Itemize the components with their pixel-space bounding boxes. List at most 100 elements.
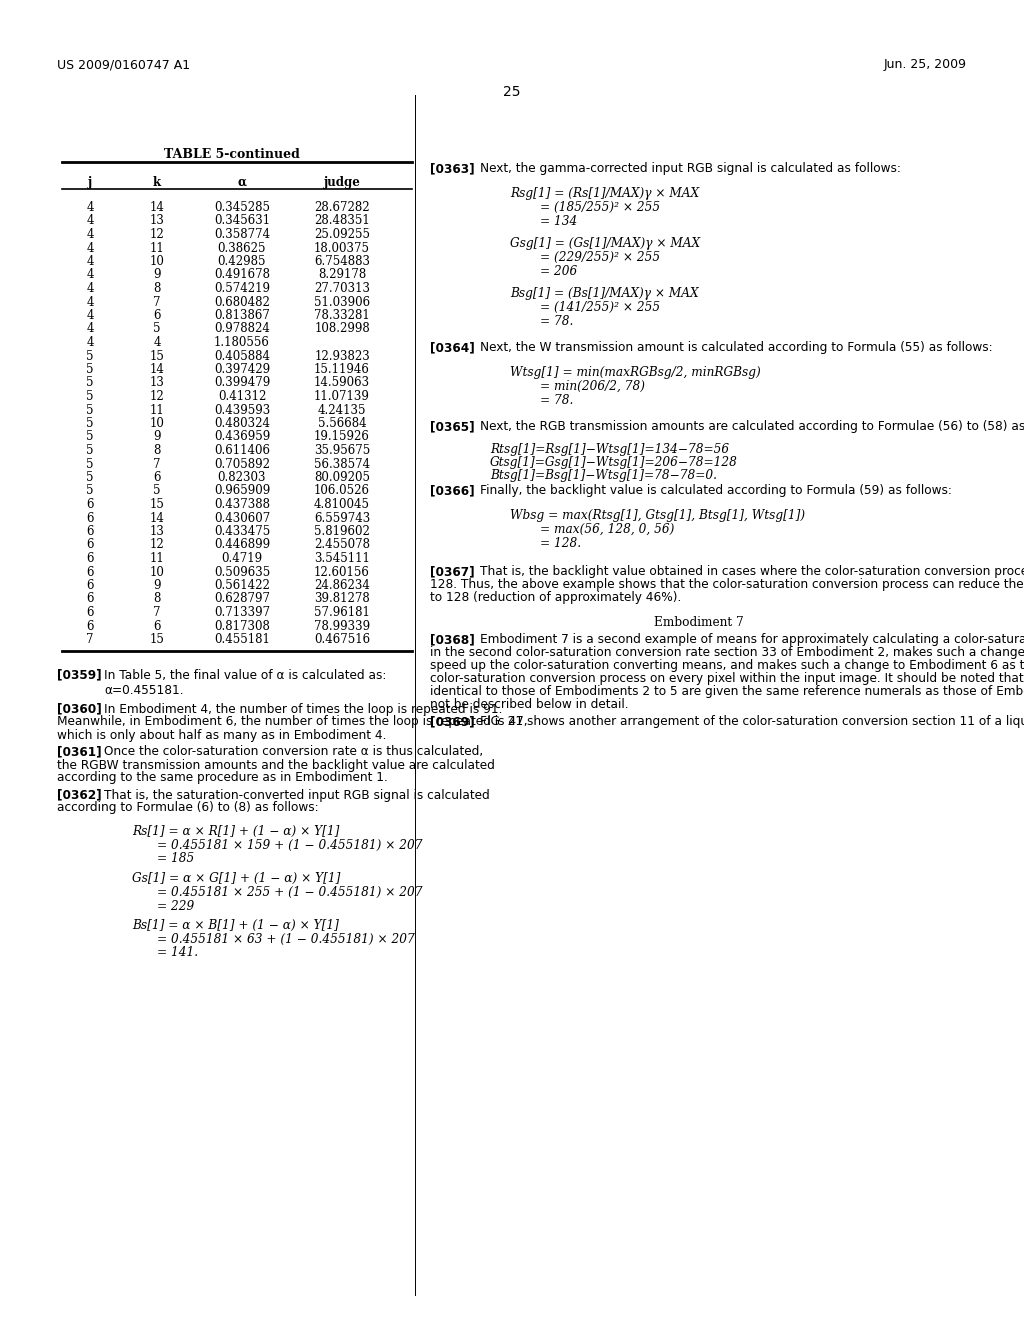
Text: 5: 5 [86,430,94,444]
Text: 5: 5 [86,389,94,403]
Text: 9: 9 [154,579,161,591]
Text: 0.574219: 0.574219 [214,282,270,294]
Text: = 141.: = 141. [157,946,198,960]
Text: 0.509635: 0.509635 [214,565,270,578]
Text: 10: 10 [150,565,165,578]
Text: Embodiment 7: Embodiment 7 [653,616,743,630]
Text: 6: 6 [154,471,161,484]
Text: US 2009/0160747 A1: US 2009/0160747 A1 [57,58,190,71]
Text: 11.07139: 11.07139 [314,389,370,403]
Text: = 185: = 185 [157,853,195,866]
Text: 12: 12 [150,389,165,403]
Text: Gtsg[1]=Gsg[1]−Wtsg[1]=206−78=128: Gtsg[1]=Gsg[1]−Wtsg[1]=206−78=128 [490,455,738,469]
Text: 0.705892: 0.705892 [214,458,270,470]
Text: In Table 5, the final value of α is calculated as:: In Table 5, the final value of α is calc… [104,668,386,681]
Text: = min(206/2, 78): = min(206/2, 78) [540,380,645,393]
Text: 0.480324: 0.480324 [214,417,270,430]
Text: 8: 8 [154,593,161,606]
Text: = 0.455181 × 255 + (1 − 0.455181) × 207: = 0.455181 × 255 + (1 − 0.455181) × 207 [157,886,423,899]
Text: 6.754883: 6.754883 [314,255,370,268]
Text: [0369]: [0369] [430,715,475,729]
Text: = 229: = 229 [157,899,195,912]
Text: That is, the saturation-converted input RGB signal is calculated: That is, the saturation-converted input … [104,788,489,801]
Text: 5: 5 [86,404,94,417]
Text: 0.358774: 0.358774 [214,228,270,242]
Text: judge: judge [324,176,360,189]
Text: = 0.455181 × 159 + (1 − 0.455181) × 207: = 0.455181 × 159 + (1 − 0.455181) × 207 [157,838,423,851]
Text: 0.437388: 0.437388 [214,498,270,511]
Text: 0.397429: 0.397429 [214,363,270,376]
Text: 0.978824: 0.978824 [214,322,270,335]
Text: 0.628797: 0.628797 [214,593,270,606]
Text: 5.56684: 5.56684 [317,417,367,430]
Text: 0.561422: 0.561422 [214,579,270,591]
Text: 15: 15 [150,350,165,363]
Text: 0.430607: 0.430607 [214,511,270,524]
Text: 108.2998: 108.2998 [314,322,370,335]
Text: 4: 4 [86,268,94,281]
Text: 0.491678: 0.491678 [214,268,270,281]
Text: not be described below in detail.: not be described below in detail. [430,698,629,711]
Text: α: α [238,176,247,189]
Text: [0360]: [0360] [57,702,101,715]
Text: = (185/255)² × 255: = (185/255)² × 255 [540,201,660,214]
Text: α=0.455181.: α=0.455181. [104,684,183,697]
Text: to 128 (reduction of approximately 46%).: to 128 (reduction of approximately 46%). [430,591,681,605]
Text: 0.455181: 0.455181 [214,634,270,645]
Text: 80.09205: 80.09205 [314,471,370,484]
Text: 4.810045: 4.810045 [314,498,370,511]
Text: speed up the color-saturation converting means, and makes such a change to Embod: speed up the color-saturation converting… [430,659,1024,672]
Text: 12.60156: 12.60156 [314,565,370,578]
Text: Gs[1] = α × G[1] + (1 − α) × Y[1]: Gs[1] = α × G[1] + (1 − α) × Y[1] [132,871,340,884]
Text: 0.817308: 0.817308 [214,619,270,632]
Text: [0361]: [0361] [57,746,101,759]
Text: 128. Thus, the above example shows that the color-saturation conversion process : 128. Thus, the above example shows that … [430,578,1024,591]
Text: In Embodiment 4, the number of times the loop is repeated is 91.: In Embodiment 4, the number of times the… [104,702,503,715]
Text: 4: 4 [86,242,94,255]
Text: [0363]: [0363] [430,162,475,176]
Text: 5: 5 [86,417,94,430]
Text: 7: 7 [86,634,94,645]
Text: 14: 14 [150,363,165,376]
Text: 5: 5 [86,363,94,376]
Text: 0.345285: 0.345285 [214,201,270,214]
Text: = (229/255)² × 255: = (229/255)² × 255 [540,251,660,264]
Text: 13: 13 [150,525,165,539]
Text: 7: 7 [154,296,161,309]
Text: 51.03906: 51.03906 [314,296,370,309]
Text: Finally, the backlight value is calculated according to Formula (59) as follows:: Finally, the backlight value is calculat… [480,484,952,498]
Text: [0365]: [0365] [430,420,475,433]
Text: Bs[1] = α × B[1] + (1 − α) × Y[1]: Bs[1] = α × B[1] + (1 − α) × Y[1] [132,919,339,932]
Text: 4: 4 [86,228,94,242]
Text: k: k [153,176,161,189]
Text: [0364]: [0364] [430,341,475,354]
Text: 6: 6 [86,539,94,552]
Text: 15.11946: 15.11946 [314,363,370,376]
Text: in the second color-saturation conversion rate section 33 of Embodiment 2, makes: in the second color-saturation conversio… [430,645,1024,659]
Text: 19.15926: 19.15926 [314,430,370,444]
Text: which is only about half as many as in Embodiment 4.: which is only about half as many as in E… [57,729,386,742]
Text: 4: 4 [86,296,94,309]
Text: 4: 4 [86,309,94,322]
Text: 6.559743: 6.559743 [314,511,370,524]
Text: = 0.455181 × 63 + (1 − 0.455181) × 207: = 0.455181 × 63 + (1 − 0.455181) × 207 [157,932,415,945]
Text: 7: 7 [154,606,161,619]
Text: 6: 6 [86,606,94,619]
Text: 11: 11 [150,552,165,565]
Text: 8.29178: 8.29178 [317,268,367,281]
Text: = max(56, 128, 0, 56): = max(56, 128, 0, 56) [540,523,675,536]
Text: 5: 5 [86,376,94,389]
Text: 28.48351: 28.48351 [314,214,370,227]
Text: Rtsg[1]=Rsg[1]−Wtsg[1]=134−78=56: Rtsg[1]=Rsg[1]−Wtsg[1]=134−78=56 [490,444,729,455]
Text: 9: 9 [154,268,161,281]
Text: 39.81278: 39.81278 [314,593,370,606]
Text: Jun. 25, 2009: Jun. 25, 2009 [884,58,967,71]
Text: = 78.: = 78. [540,393,573,407]
Text: 0.439593: 0.439593 [214,404,270,417]
Text: Once the color-saturation conversion rate α is thus calculated,: Once the color-saturation conversion rat… [104,746,483,759]
Text: 8: 8 [154,444,161,457]
Text: Wtsg[1] = min(maxRGBsg/2, minRGBsg): Wtsg[1] = min(maxRGBsg/2, minRGBsg) [510,366,761,379]
Text: Next, the gamma-corrected input RGB signal is calculated as follows:: Next, the gamma-corrected input RGB sign… [480,162,901,176]
Text: 0.42985: 0.42985 [218,255,266,268]
Text: 0.446899: 0.446899 [214,539,270,552]
